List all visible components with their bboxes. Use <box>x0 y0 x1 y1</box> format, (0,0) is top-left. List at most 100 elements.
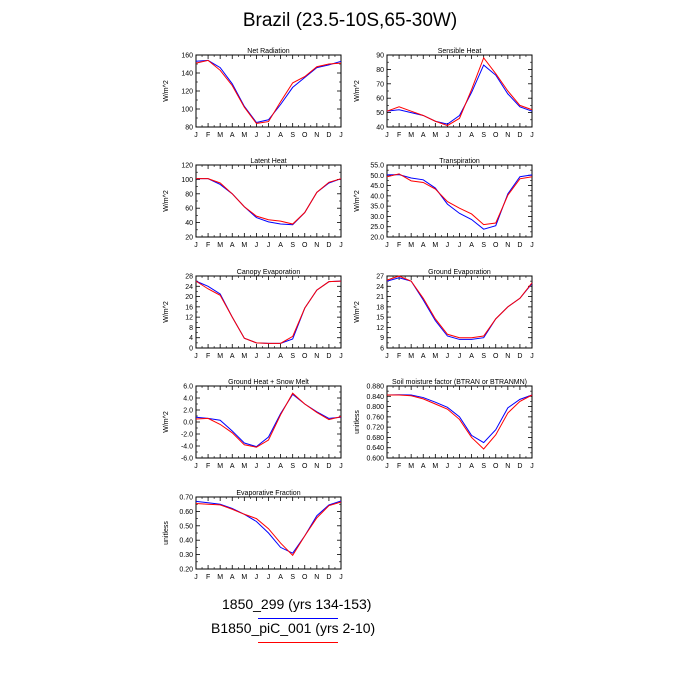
x-tick-label: M <box>432 132 438 139</box>
y-tick-label: 80 <box>185 191 193 198</box>
x-tick-label: M <box>408 353 414 360</box>
x-tick-label: F <box>206 353 210 360</box>
panel-frame <box>195 385 342 459</box>
y-tick-label: 0.30 <box>179 552 193 559</box>
x-tick-label: D <box>326 353 331 360</box>
x-tick-label: A <box>278 463 283 470</box>
x-tick-label: S <box>481 353 486 360</box>
x-tick-label: F <box>206 574 210 581</box>
y-tick-label: 0.840 <box>366 394 384 401</box>
y-tick-label: 12 <box>185 315 193 322</box>
x-tick-label: J <box>339 463 343 470</box>
y-tick-label: 40 <box>185 220 193 227</box>
y-tick-label: 24 <box>376 284 384 291</box>
y-tick-label: -4.0 <box>181 444 193 451</box>
y-tick-label: 20 <box>185 235 193 242</box>
x-tick-label: N <box>314 463 319 470</box>
y-tick-label: 24 <box>185 284 193 291</box>
x-tick-label: N <box>314 574 319 581</box>
x-tick-label: A <box>469 242 474 249</box>
y-tick-label: 16 <box>185 304 193 311</box>
x-tick-label: M <box>241 574 247 581</box>
x-tick-label: S <box>481 242 486 249</box>
y-axis-label: unitless <box>163 521 170 545</box>
series-line-2 <box>195 392 342 448</box>
y-tick-label: 120 <box>181 163 193 170</box>
x-tick-label: M <box>432 353 438 360</box>
panel-title: Transpiration <box>439 158 480 165</box>
x-tick-label: J <box>339 353 343 360</box>
x-tick-label: M <box>241 242 247 249</box>
x-tick-label: J <box>458 132 462 139</box>
x-tick-label: S <box>290 132 295 139</box>
x-tick-label: A <box>278 574 283 581</box>
y-axis-label: W/m^2 <box>163 301 170 323</box>
series-line-1 <box>195 500 342 554</box>
x-tick-label: F <box>206 242 210 249</box>
x-tick-label: J <box>255 463 259 470</box>
x-tick-label: O <box>493 463 499 470</box>
x-tick-label: D <box>326 242 331 249</box>
y-tick-label: -2.0 <box>181 432 193 439</box>
x-tick-label: N <box>505 463 510 470</box>
x-tick-label: F <box>397 242 401 249</box>
x-tick-label: N <box>314 132 319 139</box>
y-tick-label: 50 <box>376 110 384 117</box>
x-tick-label: J <box>339 132 343 139</box>
series-line-1 <box>386 277 533 340</box>
y-tick-label: 27 <box>376 274 384 281</box>
x-tick-label: J <box>530 132 534 139</box>
series-line-1 <box>386 64 533 125</box>
y-tick-label: 2.0 <box>183 408 193 415</box>
y-tick-label: 70 <box>376 81 384 88</box>
x-tick-label: M <box>408 242 414 249</box>
y-tick-label: 140 <box>181 71 193 78</box>
x-tick-label: S <box>481 463 486 470</box>
x-tick-label: A <box>421 242 426 249</box>
x-tick-label: A <box>421 353 426 360</box>
x-tick-label: D <box>517 132 522 139</box>
x-tick-label: J <box>530 463 534 470</box>
y-tick-label: 0.680 <box>366 435 384 442</box>
y-tick-label: 0.760 <box>366 414 384 421</box>
y-tick-label: 4 <box>189 335 193 342</box>
x-tick-label: J <box>458 463 462 470</box>
series-line-2 <box>195 59 342 124</box>
x-tick-label: J <box>385 463 389 470</box>
x-tick-label: O <box>493 353 499 360</box>
x-tick-label: D <box>517 242 522 249</box>
panel-frame <box>386 164 533 238</box>
x-tick-label: O <box>493 132 499 139</box>
y-axis-label: W/m^2 <box>354 80 361 102</box>
page-title: Brazil (23.5-10S,65-30W) <box>242 10 458 31</box>
y-tick-label: -6.0 <box>181 456 193 463</box>
x-tick-label: S <box>290 353 295 360</box>
x-tick-label: J <box>194 353 198 360</box>
y-tick-label: 60 <box>185 206 193 213</box>
x-tick-label: J <box>194 463 198 470</box>
x-tick-label: A <box>421 132 426 139</box>
x-tick-label: A <box>421 463 426 470</box>
y-tick-label: 40 <box>376 125 384 132</box>
x-tick-label: J <box>458 242 462 249</box>
x-tick-label: A <box>230 574 235 581</box>
x-tick-label: A <box>278 132 283 139</box>
y-axis-label: W/m^2 <box>354 301 361 323</box>
y-tick-label: 30.0 <box>370 214 384 221</box>
panel-title: Sensible Heat <box>438 48 482 55</box>
panel-frame <box>386 54 533 128</box>
series-line-2 <box>386 173 533 226</box>
x-tick-label: A <box>230 132 235 139</box>
panel-frame <box>386 385 533 459</box>
x-tick-label: J <box>267 574 271 581</box>
x-tick-label: M <box>217 132 223 139</box>
series-line-1 <box>386 174 533 230</box>
x-tick-label: J <box>530 242 534 249</box>
panel-title: Net Radiation <box>247 48 290 55</box>
x-tick-label: J <box>530 353 534 360</box>
x-tick-label: J <box>385 242 389 249</box>
